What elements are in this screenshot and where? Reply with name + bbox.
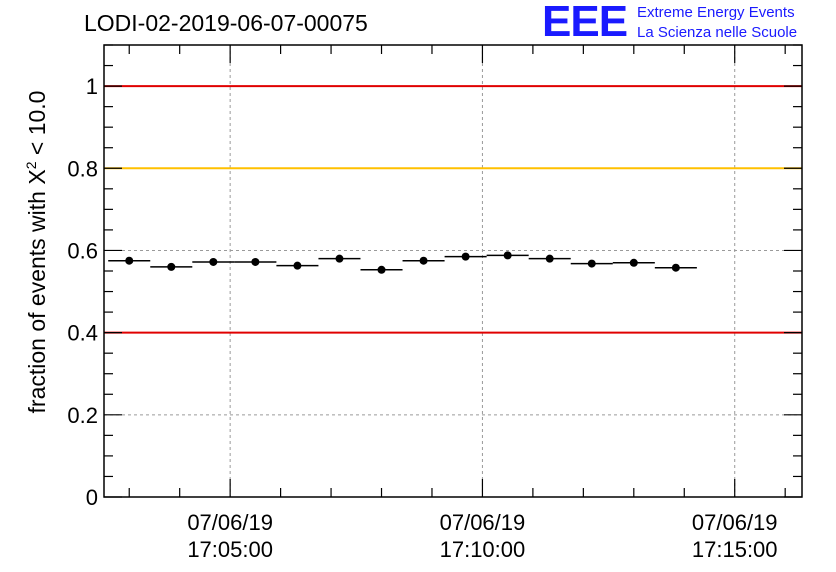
eee-logo: EEE Extreme Energy Events La Scienza nel…: [542, 0, 832, 46]
data-point: [587, 259, 596, 268]
data-point: [125, 256, 134, 265]
y-tick-label: 0.2: [67, 403, 98, 428]
run-title: LODI-02-2019-06-07-00075: [84, 10, 368, 36]
plot-frame: [103, 44, 803, 498]
y-tick-label: 0.8: [67, 156, 98, 181]
data-point: [629, 258, 638, 267]
x-tick-label-date: 07/06/19: [187, 510, 273, 535]
x-tick-label-time: 17:10:00: [440, 537, 526, 562]
y-axis-label-prefix: fraction of events with X: [23, 169, 50, 414]
data-point: [377, 265, 386, 274]
logo-line-1: Extreme Energy Events: [637, 4, 795, 21]
data-point: [503, 251, 512, 260]
data-point: [545, 254, 554, 263]
logo-line-2: La Scienza nelle Scuole: [637, 24, 798, 41]
data-point: [419, 256, 428, 265]
data-point: [671, 263, 680, 272]
logo-mark: EEE: [542, 0, 628, 46]
y-tick-label: 1: [86, 74, 98, 99]
x-tick-label-time: 17:15:00: [692, 537, 778, 562]
data-point: [293, 261, 302, 270]
x-tick-label-date: 07/06/19: [440, 510, 526, 535]
data-point: [335, 254, 344, 263]
y-tick-label: 0: [86, 485, 98, 510]
y-axis-label: fraction of events with X2 < 10.0: [23, 91, 51, 414]
x-tick-label-time: 17:05:00: [187, 537, 273, 562]
data-point: [167, 262, 176, 271]
y-tick-label: 0.4: [67, 321, 98, 346]
data-point: [209, 257, 218, 266]
y-axis-label-superscript: 2: [23, 161, 40, 170]
y-axis-label-suffix: < 10.0: [23, 90, 50, 162]
x-tick-label-date: 07/06/19: [692, 510, 778, 535]
data-point: [251, 257, 260, 266]
data-point: [461, 252, 470, 261]
y-tick-label: 0.6: [67, 238, 98, 263]
